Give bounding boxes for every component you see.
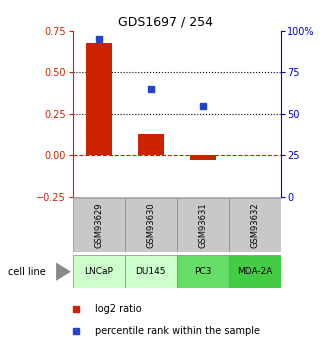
Text: DU145: DU145: [135, 267, 166, 276]
Bar: [189, 155, 215, 160]
Text: GSM93630: GSM93630: [146, 202, 155, 248]
Text: PC3: PC3: [194, 267, 211, 276]
Text: GSM93631: GSM93631: [198, 202, 207, 248]
Text: LNCaP: LNCaP: [84, 267, 113, 276]
Text: GDS1697 / 254: GDS1697 / 254: [117, 16, 213, 29]
Bar: [73, 255, 124, 288]
Bar: [177, 198, 228, 252]
Bar: [124, 198, 177, 252]
Text: percentile rank within the sample: percentile rank within the sample: [95, 326, 260, 336]
Bar: [73, 198, 124, 252]
Bar: [177, 255, 228, 288]
Text: cell line: cell line: [8, 267, 46, 277]
Text: log2 ratio: log2 ratio: [95, 304, 142, 314]
Text: GSM93629: GSM93629: [94, 203, 103, 248]
Bar: [85, 43, 112, 155]
Bar: [124, 255, 177, 288]
Text: GSM93632: GSM93632: [250, 202, 259, 248]
Bar: [138, 134, 164, 155]
Bar: [228, 198, 280, 252]
Text: MDA-2A: MDA-2A: [237, 267, 272, 276]
Bar: [228, 255, 280, 288]
Polygon shape: [56, 263, 71, 281]
